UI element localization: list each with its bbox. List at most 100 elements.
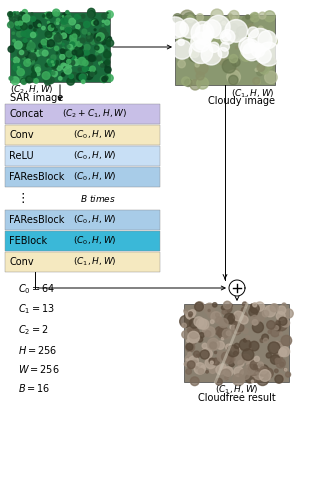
Circle shape xyxy=(274,369,278,372)
Text: $(C_0, H, W)$: $(C_0, H, W)$ xyxy=(73,235,117,247)
Circle shape xyxy=(99,39,103,42)
Text: ReLU: ReLU xyxy=(9,151,34,161)
Circle shape xyxy=(48,25,54,30)
Circle shape xyxy=(55,60,59,64)
Circle shape xyxy=(16,65,18,67)
Circle shape xyxy=(253,311,265,322)
Circle shape xyxy=(225,376,228,380)
Circle shape xyxy=(279,332,283,336)
Circle shape xyxy=(220,42,230,51)
Circle shape xyxy=(226,330,231,336)
Circle shape xyxy=(190,80,193,84)
Text: $(C_0, H, W)$: $(C_0, H, W)$ xyxy=(73,128,117,141)
Circle shape xyxy=(226,344,232,350)
Circle shape xyxy=(165,17,186,38)
Circle shape xyxy=(91,56,96,61)
Circle shape xyxy=(229,54,238,63)
Circle shape xyxy=(16,12,19,14)
Circle shape xyxy=(221,306,225,310)
FancyBboxPatch shape xyxy=(5,125,160,145)
Circle shape xyxy=(243,42,261,61)
Circle shape xyxy=(222,32,231,41)
Circle shape xyxy=(107,36,111,41)
Circle shape xyxy=(54,12,58,15)
Circle shape xyxy=(69,60,75,66)
Circle shape xyxy=(250,316,259,325)
Circle shape xyxy=(253,78,260,84)
Circle shape xyxy=(94,34,101,40)
Circle shape xyxy=(64,13,67,15)
Circle shape xyxy=(253,369,264,380)
Circle shape xyxy=(280,378,284,382)
Circle shape xyxy=(235,323,244,332)
Circle shape xyxy=(204,330,211,337)
Text: Conv: Conv xyxy=(9,257,34,267)
Circle shape xyxy=(173,22,188,37)
Circle shape xyxy=(21,42,29,50)
Circle shape xyxy=(29,25,32,28)
Circle shape xyxy=(24,60,30,66)
Circle shape xyxy=(236,46,238,49)
Circle shape xyxy=(41,40,47,45)
Circle shape xyxy=(275,319,287,331)
Circle shape xyxy=(17,32,22,37)
Circle shape xyxy=(202,328,210,336)
Circle shape xyxy=(38,24,41,26)
Circle shape xyxy=(80,46,83,49)
Circle shape xyxy=(84,50,89,55)
Circle shape xyxy=(90,42,93,44)
Text: $C_0 = 64$
$C_1 = 13$
$C_2 = 2$
$H = 256$
$W = 256$
$B = 16$: $C_0 = 64$ $C_1 = 13$ $C_2 = 2$ $H = 256… xyxy=(18,282,60,394)
Circle shape xyxy=(251,43,265,57)
Circle shape xyxy=(68,60,74,66)
Circle shape xyxy=(86,74,87,76)
Circle shape xyxy=(78,16,81,18)
Circle shape xyxy=(96,56,101,61)
Circle shape xyxy=(30,40,32,42)
Circle shape xyxy=(234,311,243,321)
Circle shape xyxy=(216,341,225,349)
Circle shape xyxy=(47,14,50,16)
Circle shape xyxy=(190,377,199,386)
Circle shape xyxy=(274,326,279,330)
Circle shape xyxy=(31,13,33,15)
Circle shape xyxy=(203,39,210,46)
Circle shape xyxy=(33,56,37,61)
Circle shape xyxy=(15,24,21,30)
Bar xyxy=(184,304,289,382)
Circle shape xyxy=(245,50,251,56)
Circle shape xyxy=(275,375,283,383)
Circle shape xyxy=(24,52,30,58)
Circle shape xyxy=(62,16,64,17)
Circle shape xyxy=(57,22,59,25)
Circle shape xyxy=(84,44,90,51)
Circle shape xyxy=(256,376,261,380)
Circle shape xyxy=(222,60,236,73)
Circle shape xyxy=(261,55,274,68)
Circle shape xyxy=(197,320,201,323)
Circle shape xyxy=(187,328,192,333)
Circle shape xyxy=(76,24,80,29)
Circle shape xyxy=(215,326,224,336)
Circle shape xyxy=(99,40,100,41)
Circle shape xyxy=(78,35,80,37)
Circle shape xyxy=(196,366,198,369)
Circle shape xyxy=(225,305,232,312)
Circle shape xyxy=(222,310,226,314)
Circle shape xyxy=(13,57,19,64)
Circle shape xyxy=(54,34,62,42)
Circle shape xyxy=(68,44,73,49)
Circle shape xyxy=(191,32,211,52)
Circle shape xyxy=(252,368,263,379)
Circle shape xyxy=(14,13,19,18)
Circle shape xyxy=(252,372,256,376)
Circle shape xyxy=(86,60,93,66)
Circle shape xyxy=(172,40,192,59)
Circle shape xyxy=(62,64,69,70)
Circle shape xyxy=(66,51,72,57)
FancyBboxPatch shape xyxy=(5,252,160,272)
Circle shape xyxy=(51,60,55,64)
Circle shape xyxy=(33,78,37,81)
Circle shape xyxy=(224,313,235,324)
Circle shape xyxy=(69,74,73,78)
Circle shape xyxy=(218,48,228,58)
